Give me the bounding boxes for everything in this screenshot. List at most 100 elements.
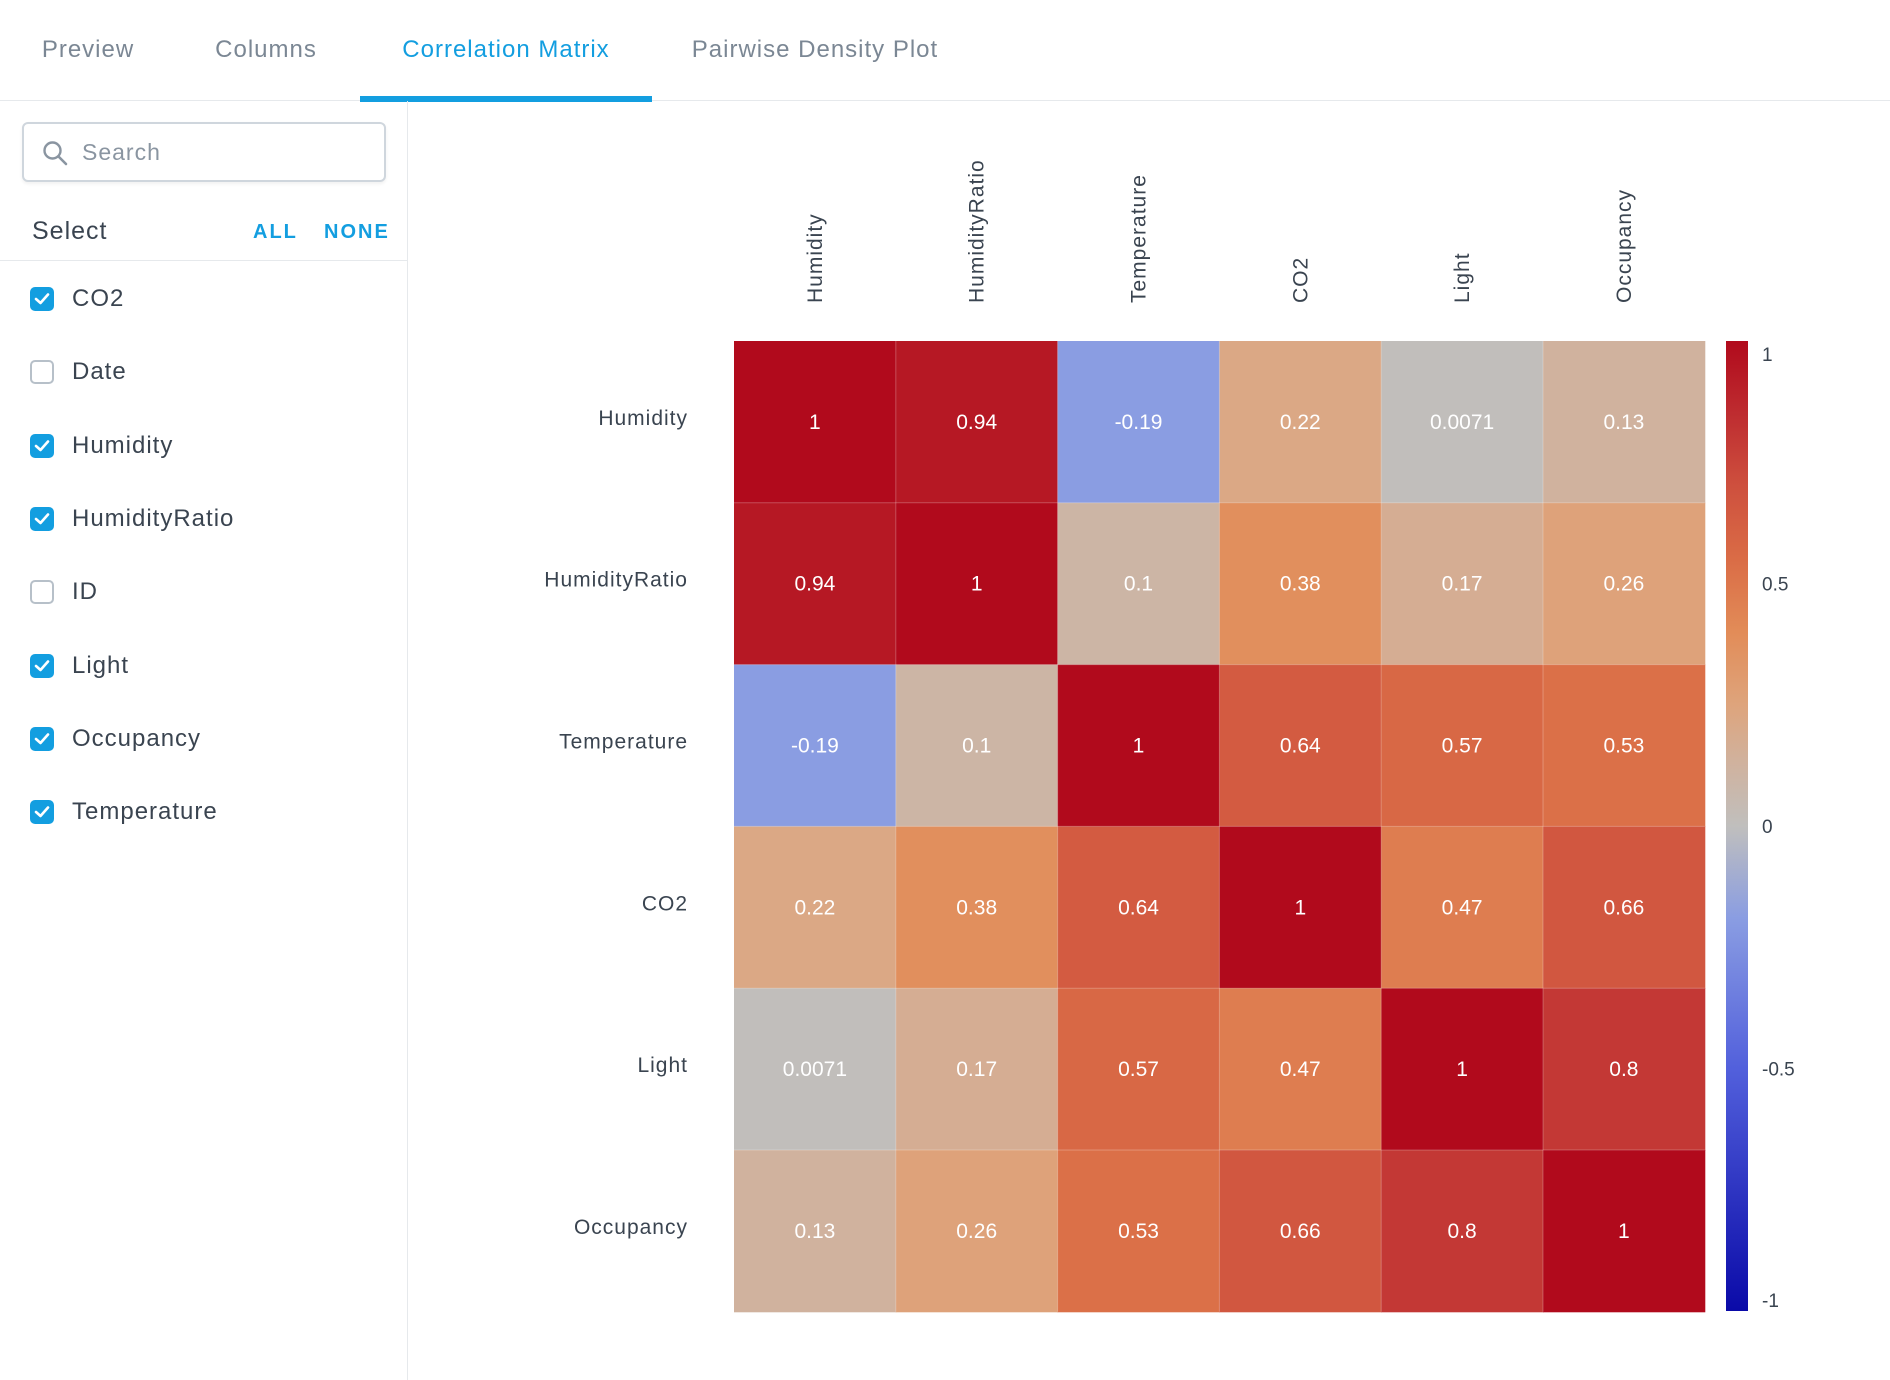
column-label-humidity: Humidity [804,213,827,303]
heatmap-cell-label: 1 [809,411,821,434]
column-label-occupancy: Occupancy [1613,189,1636,303]
tab-bar: Preview Columns Correlation Matrix Pairw… [0,0,1890,102]
column-item-light[interactable]: Light [30,646,390,686]
heatmap-cell-2-3 [1219,664,1382,827]
select-label: Select [32,217,108,245]
check-icon [34,513,50,525]
heatmap-cell-label: 0.22 [794,896,835,919]
heatmap-cell-1-4 [1381,502,1544,666]
column-item-id[interactable]: ID [30,572,390,612]
heatmap-cell-label: 0.22 [1280,411,1321,434]
search-icon [43,141,68,166]
heatmap-cell-label: 0.1 [1124,573,1153,596]
heatmap-cell-label: 1 [1618,1220,1630,1243]
column-item-label: Occupancy [72,724,202,752]
heatmap-cell-label: 0.57 [1442,735,1483,758]
heatmap-cell-label: 0.26 [1603,573,1644,596]
column-item-date[interactable]: Date [30,352,390,392]
heatmap-svg: Humidity HumidityRatio Temperature CO2 Light… [544,159,1795,1313]
heatmap-cell-label: 0.64 [1118,896,1159,919]
heatmap-cell-label: 0.94 [956,411,997,434]
heatmap-cell-label: 0.17 [956,1058,997,1081]
colorbar-tick-label: -0.5 [1762,1060,1795,1081]
heatmap-cell-3-5 [1543,826,1706,989]
heatmap-cell-1-3 [1219,502,1382,666]
search-input[interactable] [82,132,372,172]
row-label-co2: CO2 [642,892,688,915]
checkbox-unchecked[interactable] [30,580,54,605]
search-box[interactable] [22,122,386,182]
heatmap-cell-5-0 [734,1150,897,1313]
colorbar-tick-label: 0 [1762,817,1773,838]
heatmap-cell-label: 0.53 [1603,735,1644,758]
heatmap-cell-2-0 [734,664,897,827]
select-all-button[interactable]: ALL [253,221,298,243]
checkbox-unchecked[interactable] [30,360,54,385]
heatmap-cell-5-2 [1057,1150,1220,1313]
select-row: Select ALL NONE [0,211,407,261]
column-item-occupancy[interactable]: Occupancy [30,719,390,759]
check-icon [34,659,50,671]
column-item-co2[interactable]: CO2 [30,279,390,319]
colorbar-tick-label: 1 [1762,345,1773,366]
heatmap-cell-label: 1 [1456,1058,1468,1081]
row-label-light: Light [637,1054,688,1077]
checkbox-checked[interactable] [30,800,54,825]
row-label-occupancy: Occupancy [574,1216,688,1239]
heatmap-cell-3-4 [1381,826,1544,989]
heatmap-cell-4-5 [1543,988,1706,1151]
column-item-label: CO2 [72,285,125,312]
checkbox-checked[interactable] [30,506,54,531]
heatmap-cell-label: 0.13 [794,1220,835,1243]
column-label-temperature: Temperature [1128,174,1151,303]
select-none-button[interactable]: NONE [324,221,390,243]
column-item-label: Humidity [72,431,174,459]
heatmap-cell-4-1 [895,988,1059,1151]
checkbox-checked[interactable] [30,726,54,751]
column-item-temperature[interactable]: Temperature [30,792,390,832]
heatmap-cell-label: 0.57 [1118,1058,1159,1081]
heatmap-cell-label: 0.13 [1603,411,1644,434]
column-item-label: Temperature [72,798,218,826]
heatmap-cell-label: 0.64 [1280,735,1321,758]
heatmap-cell-label: 0.8 [1609,1058,1638,1081]
heatmap-cell-2-4 [1381,664,1544,827]
heatmap-cell-2-2 [1057,664,1220,827]
column-item-humidity[interactable]: Humidity [30,426,390,466]
checkbox-checked[interactable] [30,653,54,678]
heatmap-cell-label: 0.53 [1118,1220,1159,1243]
heatmap-cell-5-1 [895,1150,1059,1313]
heatmap-cell-label: -0.19 [1115,411,1163,434]
colorbar-tick-label: -1 [1762,1291,1779,1312]
checkbox-checked[interactable] [30,433,54,458]
column-label-light: Light [1451,252,1474,303]
heatmap-cell-label: 1 [1294,896,1306,919]
heatmap-cell-3-3 [1219,826,1382,989]
heatmap-cell-1-5 [1543,502,1706,666]
check-icon [34,732,50,745]
tab-correlation-matrix[interactable]: Correlation Matrix [360,0,652,102]
check-icon [34,806,50,818]
colorbar [1726,341,1748,1311]
heatmap-cell-label: 0.38 [1280,573,1321,596]
check-icon [34,293,50,305]
checkbox-checked[interactable] [30,287,54,311]
tab-preview[interactable]: Preview [41,36,135,63]
heatmap-cell-label: 0.0071 [1430,411,1494,434]
colorbar-tick-label: 0.5 [1762,575,1788,596]
heatmap-cell-1-2 [1057,502,1220,666]
heatmap-cell-4-2 [1057,988,1220,1151]
column-item-label: HumidityRatio [72,504,235,532]
heatmap-cell-3-1 [895,826,1059,989]
heatmap-cell-label: 1 [1133,735,1145,758]
column-item-label: ID [72,578,98,606]
tab-pairwise-density-plot[interactable]: Pairwise Density Plot [691,36,939,63]
heatmap-cell-label: 0.94 [794,573,835,596]
heatmap-cell-label: 1 [971,573,983,596]
column-selector-sidebar: Select ALL NONE CO2 Date Humidity HumidityR… [0,101,408,1380]
row-label-humidityratio: HumidityRatio [544,569,688,592]
heatmap-cell-4-4 [1381,988,1544,1151]
column-item-humidityratio[interactable]: HumidityRatio [30,499,390,539]
check-icon [34,439,50,451]
tab-columns[interactable]: Columns [215,36,317,63]
